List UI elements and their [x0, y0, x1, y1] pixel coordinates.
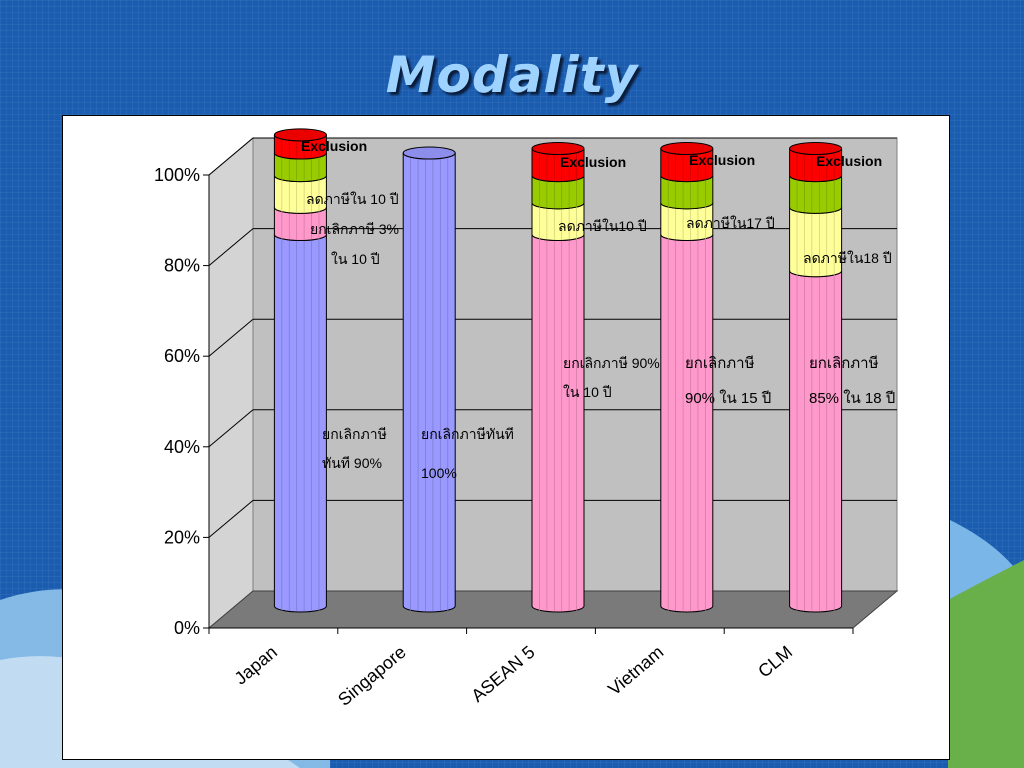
bar-segment	[789, 207, 843, 278]
bar-segment	[789, 270, 843, 613]
x-tick-label: ASEAN 5	[467, 642, 538, 706]
x-tick-label: Vietnam	[604, 642, 667, 700]
bar-top	[273, 128, 327, 142]
annotation-japan-exempt3-a: ยกเลิกภาษี 3%	[310, 221, 399, 237]
gridline-side	[208, 228, 254, 266]
gridline-side	[208, 318, 254, 357]
slide-title: Modality	[385, 46, 639, 104]
y-tick-label: 60%	[164, 346, 200, 366]
gridline-side	[208, 137, 254, 176]
y-tick-label: 20%	[164, 527, 200, 547]
annotation-singapore-a: ยกเลิกภาษีทันที	[421, 426, 514, 442]
annotation-japan-reduce: ลดภาษีใน 10 ปี	[306, 191, 399, 207]
y-tick-label: 0%	[174, 618, 200, 638]
bar-segment	[402, 152, 456, 613]
annotation-clm-reduce: ลดภาษีใน18 ปี	[803, 250, 892, 266]
x-tick-label: Singapore	[334, 642, 410, 710]
side-wall	[208, 136, 254, 630]
bar-top	[531, 141, 585, 155]
y-tick-label: 80%	[164, 256, 200, 276]
bar-top	[789, 141, 843, 155]
bar-segment	[660, 234, 714, 613]
x-tick-label: Japan	[231, 642, 281, 689]
gridline-side	[208, 409, 254, 448]
annotation-vietnam-exempt-a: ยกเลิกภาษี	[685, 355, 755, 372]
annotation-vietnam-exclusion: Exclusion	[689, 152, 755, 168]
annotation-japan-exempt90-b: ทันที 90%	[322, 455, 382, 471]
annotation-vietnam-reduce: ลดภาษีใน17 ปี	[686, 215, 775, 231]
y-tick-label: 40%	[164, 437, 200, 457]
bar-top	[660, 141, 714, 155]
annotation-asean-reduce: ลดภาษีใน10 ปี	[558, 218, 647, 234]
annotation-singapore-b: 100%	[421, 465, 457, 481]
bar-singapore	[402, 146, 456, 613]
bar-segment	[531, 234, 585, 613]
bar-top	[402, 146, 456, 160]
stacked-bar-chart: 0% 20% 40% 60% 80% 100% Japan Singapore ASEAN 5 V…	[154, 128, 899, 710]
y-tick-label: 100%	[154, 165, 200, 185]
bar-clm	[789, 141, 843, 613]
annotation-asean-exempt-a: ยกเลิกภาษี 90%	[563, 355, 660, 371]
bar-japan	[273, 128, 327, 613]
x-tick-label: CLM	[754, 642, 796, 682]
annotation-vietnam-exempt-b: 90% ใน 15 ปี	[685, 389, 771, 407]
annotation-japan-exempt90-a: ยกเลิกภาษี	[322, 426, 387, 442]
annotation-clm-exclusion: Exclusion	[816, 153, 882, 169]
annotation-asean-exempt-b: ใน 10 ปี	[563, 384, 612, 400]
annotation-japan-exempt3-b: ใน 10 ปี	[331, 251, 380, 267]
annotation-asean-exclusion: Exclusion	[560, 154, 626, 170]
bar-vietnam	[660, 141, 714, 613]
chart-container: 0% 20% 40% 60% 80% 100% Japan Singapore ASEAN 5 V…	[62, 115, 950, 760]
bar-asean-5	[531, 141, 585, 613]
annotation-clm-exempt-a: ยกเลิกภาษี	[809, 355, 879, 372]
annotation-japan-exclusion: Exclusion	[301, 138, 367, 154]
bar-segment	[273, 234, 327, 613]
annotation-clm-exempt-b: 85% ใน 18 ปี	[809, 389, 895, 407]
gridline-side	[208, 500, 254, 538]
